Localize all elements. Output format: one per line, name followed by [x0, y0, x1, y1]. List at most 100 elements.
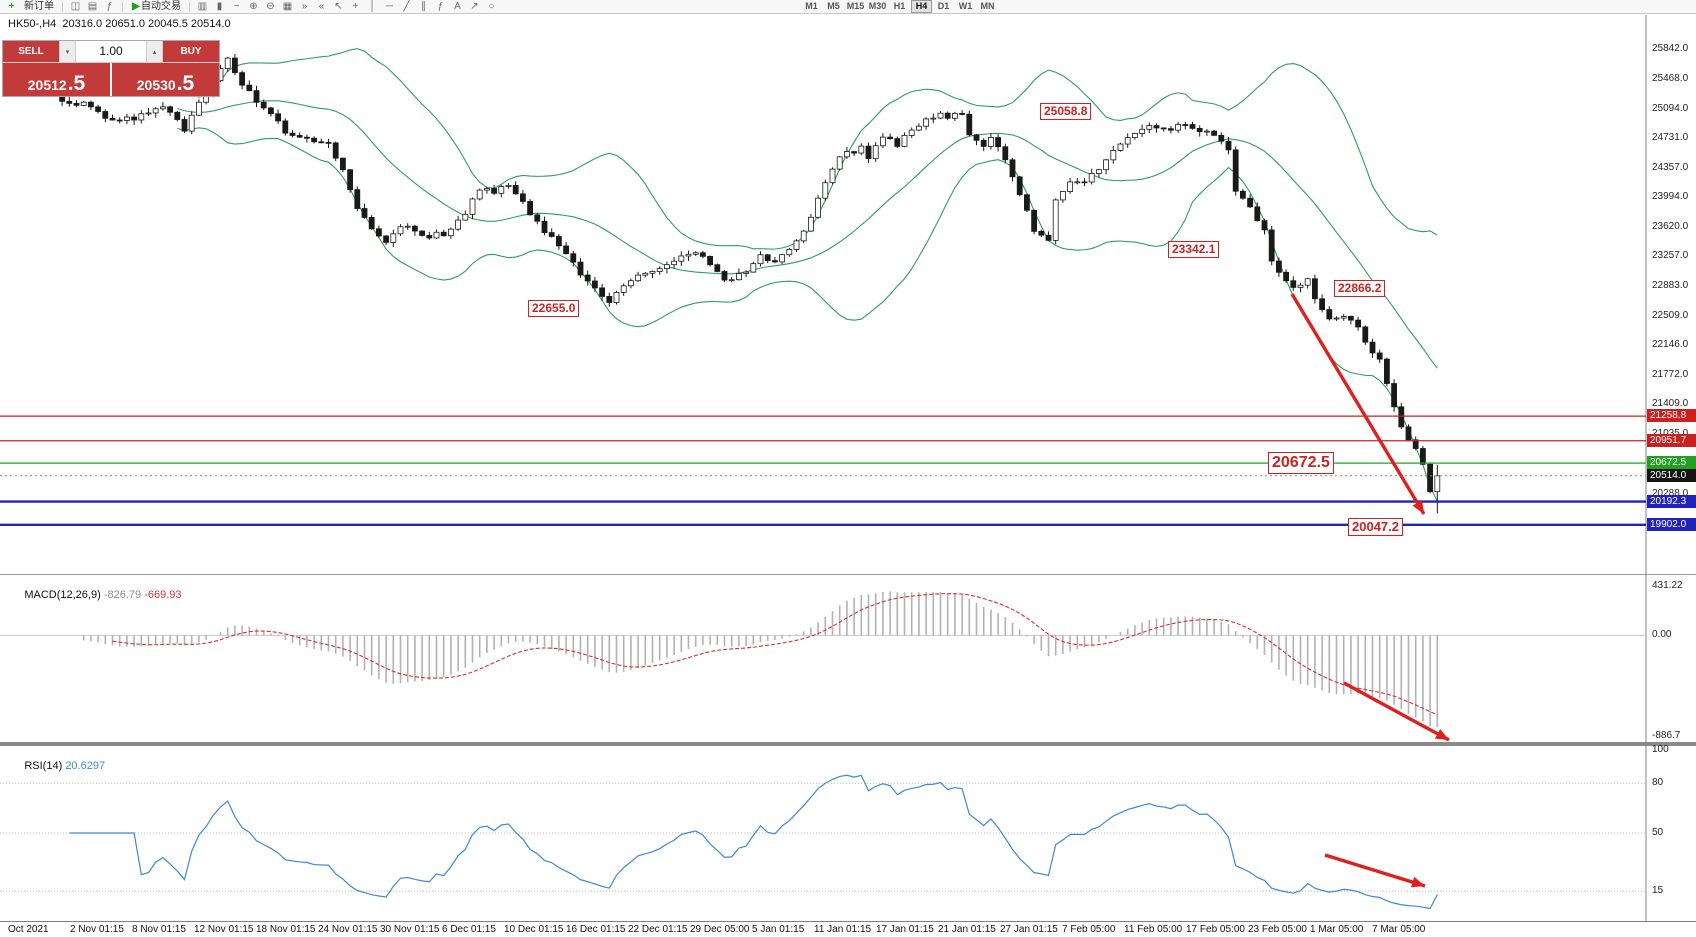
volume-decrease-button[interactable]: ▾	[59, 41, 76, 62]
autotrading-play-icon: ▶	[132, 0, 140, 12]
line-chart-icon[interactable]: ~	[233, 0, 240, 12]
arrow-object-icon[interactable]: ↗	[470, 0, 479, 12]
volume-increase-button[interactable]: ▴	[146, 41, 163, 62]
time-axis-label: 29 Dec 05:00	[690, 924, 750, 935]
macd-indicator-label: MACD(12,26,9) -826.79 -669.93	[6, 577, 182, 613]
indicators-icon[interactable]: ƒ	[106, 0, 113, 12]
timeframe-button-mn[interactable]: MN	[977, 0, 998, 13]
new-chart-icon[interactable]: +	[8, 0, 15, 12]
time-axis-label: 12 Nov 01:15	[194, 924, 254, 935]
tile-windows-icon[interactable]: ▦	[282, 0, 293, 12]
zoom-in-icon[interactable]: ⊕	[249, 0, 258, 12]
timeframe-button-m30[interactable]: M30	[868, 1, 887, 11]
ellipse-icon[interactable]: ○	[488, 0, 495, 12]
fibonacci-icon[interactable]: ƒ	[437, 0, 444, 12]
volume-input[interactable]: 1.00	[76, 41, 146, 62]
time-axis-label: 1 Mar 05:00	[1310, 924, 1364, 935]
toolbar-separator	[122, 1, 123, 12]
macd-axis-tick: -886.7	[1652, 730, 1681, 742]
price-axis-tick: 22883.0	[1652, 280, 1689, 291]
candle-chart-icon[interactable]: ▮	[216, 0, 223, 12]
time-axis-label: Oct 2021	[8, 924, 49, 935]
toolbar-separator	[62, 1, 63, 12]
current-price-tag: 20514.0	[1647, 468, 1696, 482]
chart-shift-icon[interactable]: «	[318, 0, 325, 12]
vertical-line-icon[interactable]: │	[369, 0, 376, 12]
time-axis-label: 8 Nov 01:15	[132, 924, 186, 935]
time-axis-label: 5 Jan 01:15	[752, 924, 805, 935]
sell-price-main: 20512	[27, 77, 67, 94]
timeframe-button-w1[interactable]: W1	[955, 0, 976, 13]
timeframe-button-m15[interactable]: M15	[846, 1, 865, 11]
auto-scroll-icon[interactable]: »	[301, 0, 308, 12]
macd-title: MACD(12,26,9)	[24, 589, 101, 601]
profiles-icon[interactable]: ▤	[87, 0, 98, 12]
buy-price-main: 20530	[136, 77, 176, 94]
rsi-title: RSI(14)	[24, 760, 63, 772]
macd-axis-tick: 431.22	[1652, 580, 1683, 592]
trade-panel-top-row: SELL ▾ 1.00 ▴ BUY	[3, 41, 219, 63]
time-axis-label: 17 Feb 05:00	[1186, 924, 1245, 935]
time-axis-label: 17 Jan 01:15	[876, 924, 934, 935]
time-axis-label: 7 Mar 05:00	[1372, 924, 1426, 935]
autotrading-label: 自动交易	[141, 0, 181, 12]
toolbar-icon-group-b: ▥ ▮ ~ ⊕ ⊖ ▦ » « ↖ + │ ─ ╱ ∥ ƒ A ↗ ○	[195, 1, 499, 13]
autotrading-button[interactable]: ▶自动交易	[128, 1, 184, 13]
buy-price-fraction: .5	[176, 72, 195, 96]
macd-main-value: -826.79	[103, 589, 142, 601]
trendline-icon[interactable]: ╱	[403, 0, 410, 12]
rsi-axis-tick: 80	[1652, 777, 1664, 789]
price-axis-tick: 24731.0	[1652, 131, 1689, 143]
macd-signal-value: -669.93	[144, 589, 182, 601]
sell-price-button[interactable]: 20512.5	[3, 63, 110, 96]
price-axis-tick: 24357.0	[1652, 161, 1689, 173]
price-level-tag: 20192.3	[1647, 494, 1696, 508]
price-axis-tick: 25468.0	[1652, 72, 1689, 84]
price-axis-tick: 22509.0	[1652, 309, 1689, 321]
zoom-out-icon[interactable]: ⊖	[266, 0, 275, 12]
crosshair-icon[interactable]: +	[352, 0, 359, 12]
timeframe-button-h1[interactable]: H1	[889, 0, 910, 13]
time-axis-label: 16 Dec 01:15	[566, 924, 626, 935]
timeframe-button-m1[interactable]: M1	[801, 0, 822, 13]
price-axis-tick: 23620.0	[1652, 220, 1689, 232]
rsi-axis-tick: 15	[1652, 885, 1664, 897]
price-axis-tick: 22146.0	[1652, 339, 1689, 351]
price-annotation: 20047.2	[1348, 518, 1403, 537]
price-axis-tick: 21035.0	[1652, 428, 1688, 440]
time-axis-label: 22 Dec 01:15	[628, 924, 688, 935]
timeframe-button-h4[interactable]: H4	[911, 0, 932, 13]
timeframe-toolbar: M1 M5 M15 M30 H1 H4 D1 W1 MN	[801, 0, 998, 13]
time-axis-label: 24 Nov 01:15	[318, 924, 378, 935]
text-label-icon[interactable]: A	[454, 0, 461, 12]
rsi-value: 20.6297	[65, 760, 106, 772]
price-level-tag: 20672.5	[1647, 456, 1696, 470]
time-axis-label: 11 Jan 01:15	[814, 924, 872, 935]
channel-icon[interactable]: ∥	[421, 0, 426, 12]
new-order-button[interactable]: 新订单	[21, 1, 57, 13]
bar-chart-icon[interactable]: ▥	[197, 0, 208, 12]
price-axis-tick: 20288.0	[1652, 487, 1689, 499]
trade-panel-prices: 20512.5 20530.5	[3, 63, 219, 96]
timeframe-button-m5[interactable]: M5	[823, 0, 844, 13]
sell-button[interactable]: SELL	[3, 41, 59, 62]
price-annotation: 22655.0	[528, 300, 580, 317]
cursor-icon[interactable]: ↖	[334, 0, 343, 12]
time-axis-label: 11 Feb 05:00	[1124, 924, 1183, 935]
buy-button[interactable]: BUY	[163, 41, 219, 62]
price-axis-tick: 23994.0	[1652, 191, 1689, 202]
time-axis-label: 21 Jan 01:15	[938, 924, 996, 935]
chart-window-icon[interactable]: ◫	[70, 0, 81, 12]
time-axis-label: 7 Feb 05:00	[1062, 924, 1116, 935]
timeframe-button-d1[interactable]: D1	[933, 0, 954, 13]
buy-price-button[interactable]: 20530.5	[112, 63, 219, 96]
rsi-axis-tick: 100	[1652, 744, 1669, 755]
price-level-tag: 19902.0	[1647, 517, 1696, 531]
sell-price-fraction: .5	[67, 72, 86, 96]
time-axis-label: 2 Nov 01:15	[70, 924, 124, 935]
time-axis-label: 18 Nov 01:15	[256, 924, 316, 935]
price-axis-tick: 23257.0	[1652, 250, 1689, 262]
horizontal-line-icon[interactable]: ─	[385, 0, 394, 12]
price-annotation: 22866.2	[1334, 280, 1386, 297]
